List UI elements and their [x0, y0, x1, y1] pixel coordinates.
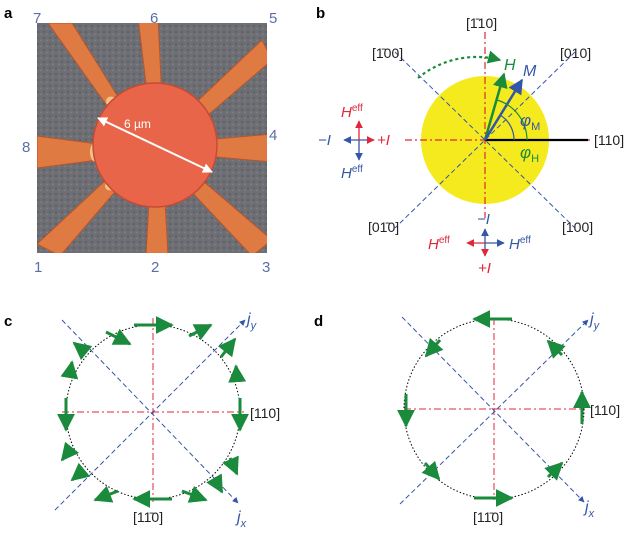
panel-label-c: c: [4, 313, 12, 330]
direction-label-110: [110]: [590, 402, 620, 418]
label-phi-h: φH: [520, 143, 539, 165]
panel-label-d: d: [314, 313, 323, 330]
plus-i-label-bottom: +I: [478, 260, 491, 277]
direction-label-1-10: [11̄0]: [473, 509, 503, 525]
bottom-inset: −I +I Heff Heff: [428, 211, 531, 277]
pin-label-5: 5: [269, 10, 277, 27]
label-jy: jy: [588, 311, 601, 332]
direction-label-lower-right: [100]: [562, 219, 593, 235]
plus-i-label-left: +I: [377, 132, 390, 149]
pin-label-7: 7: [33, 10, 41, 27]
direction-label-110: [110]: [250, 405, 280, 421]
minus-i-label-left: −I: [318, 132, 331, 149]
direction-label-1-10: [11̄0]: [133, 509, 163, 525]
diagonal-line-010: [394, 51, 576, 229]
spin-arrows: [397, 310, 591, 507]
heff-label-right: Heff: [509, 235, 531, 253]
pin-label-2: 2: [151, 259, 159, 276]
pin-label-1: 1: [34, 259, 42, 276]
scale-label: 6 µm: [124, 117, 151, 131]
field-vector-h: [483, 72, 508, 141]
direction-label-top: [1̄10]: [466, 15, 497, 31]
rotation-arc-arrow: [417, 50, 502, 79]
panel-label-b: b: [316, 5, 325, 22]
device-micrograph: 6 µm: [37, 23, 267, 253]
panel-label-a: a: [4, 5, 13, 22]
direction-label-lower-left: [01̄0]: [368, 219, 399, 235]
angle-arc-h: [496, 99, 528, 141]
magnetization-vector-m: [483, 78, 524, 141]
direction-label-upper-right: [010]: [560, 45, 591, 61]
scale-arrow: [97, 117, 213, 173]
pin-label-6: 6: [150, 10, 158, 27]
heff-label-bottom: Heff: [341, 164, 363, 182]
spin-arrows: [57, 316, 249, 508]
panel-d: d jy jx [110] [11̄0]: [314, 310, 620, 525]
heff-label-top: Heff: [341, 103, 363, 121]
left-inset: Heff Heff −I +I: [318, 103, 390, 182]
panel-a: a: [4, 5, 277, 276]
label-jx: jx: [235, 509, 247, 530]
pin-label-3: 3: [262, 259, 270, 276]
diagonal-line-100: [394, 51, 576, 229]
heff-label-left: Heff: [428, 235, 450, 253]
panel-b: b H M φM φH [1̄10] [1̄00] [010] [110] [0…: [316, 5, 624, 277]
label-phi-m: φM: [520, 111, 540, 133]
angle-arc-m: [499, 114, 515, 141]
label-jx: jx: [583, 499, 595, 520]
label-jy: jy: [245, 311, 258, 332]
minus-i-label-bottom: −I: [477, 211, 490, 228]
label-m: M: [523, 63, 537, 80]
pin-label-8: 8: [22, 139, 30, 156]
direction-label-right: [110]: [594, 132, 624, 148]
pin-label-4: 4: [269, 127, 277, 144]
direction-label-upper-left: [1̄00]: [372, 45, 403, 61]
label-h: H: [504, 57, 516, 74]
panel-c: c jy jx [110] [11̄0]: [4, 311, 280, 530]
